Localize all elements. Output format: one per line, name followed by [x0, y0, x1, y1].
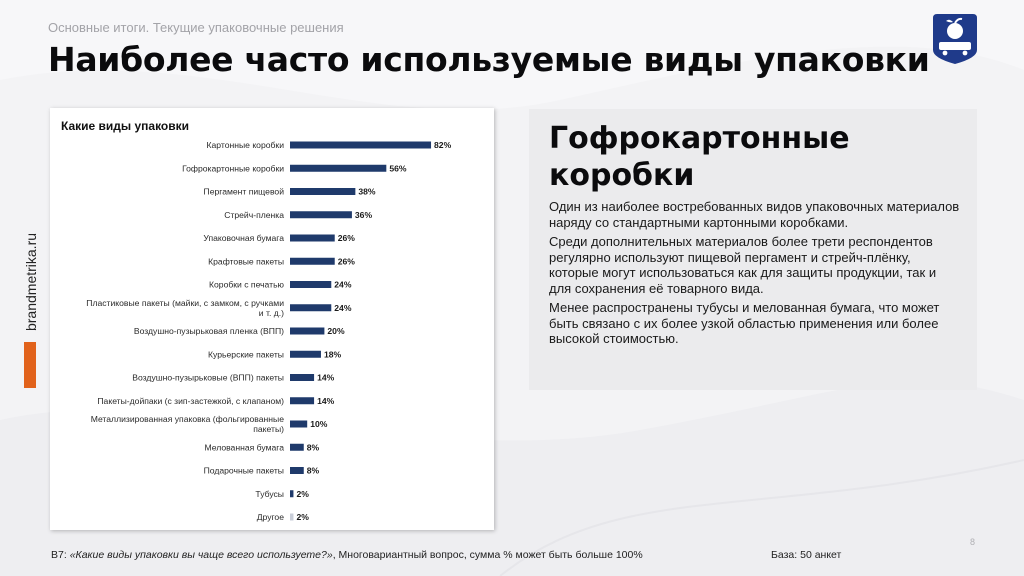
apple-cart-logo-icon — [933, 14, 977, 64]
bar — [290, 443, 304, 451]
category-label: Упаковочная бумага — [203, 233, 284, 243]
category-label: Воздушно-пузырьковые (ВПП) пакеты — [132, 373, 284, 383]
brand-text: brandmetrika.ru — [23, 232, 39, 332]
category-label: Мелованная бумага — [204, 442, 284, 452]
question-footnote: B7: «Какие виды упаковки вы чаще всего и… — [51, 549, 643, 561]
bar — [290, 374, 315, 381]
info-paragraph-3: Менее распространены тубусы и мелованная… — [549, 300, 940, 346]
bar — [290, 327, 325, 335]
bar — [290, 420, 308, 428]
category-label: Гофрокартонные коробки — [182, 163, 284, 173]
bar-value-label: 38% — [358, 187, 376, 197]
bar-chart: Картонные коробки 82% Гофрокартонные короб… — [86, 140, 452, 522]
category-label: Металлизированная упаковка (фольгированн… — [91, 414, 285, 434]
bar-value-label: 8% — [307, 442, 320, 452]
bar-value-label: 8% — [307, 466, 320, 476]
page-title: Наиболее часто используемые виды упаковк… — [48, 40, 930, 79]
bar-value-label: 82% — [434, 140, 452, 150]
chart-card: Какие виды упаковки Картонные коробки 82%… — [50, 108, 494, 530]
bar — [290, 234, 335, 242]
brand-vertical-label: brandmetrika.ru — [22, 222, 40, 342]
bar — [290, 513, 294, 521]
bar-value-label: 18% — [324, 349, 342, 359]
bar — [290, 304, 332, 312]
brand-accent-bar — [24, 342, 36, 388]
category-label: Коробки с печатью — [209, 280, 285, 290]
bar-value-label: 2% — [296, 489, 309, 499]
chart-title: Какие виды упаковки — [61, 119, 190, 133]
bar-value-label: 20% — [327, 326, 345, 336]
question-text: «Какие виды упаковки вы чаще всего испол… — [69, 549, 333, 561]
bar — [290, 188, 356, 195]
category-label: Курьерские пакеты — [208, 349, 284, 359]
bar — [290, 350, 321, 358]
bar-value-label: 14% — [317, 396, 335, 406]
category-label: Пластиковые пакеты (майки, с замком, с р… — [86, 298, 284, 318]
question-suffix: , Многовариантный вопрос, сумма % может … — [332, 549, 643, 561]
bar-value-label: 2% — [296, 512, 309, 522]
bar — [290, 257, 335, 265]
category-label: Стрейч-пленка — [224, 210, 284, 220]
bar-value-label: 14% — [317, 373, 335, 383]
bar-value-label: 26% — [338, 233, 356, 243]
info-title: Гофрокартонные коробки — [549, 121, 850, 193]
category-label: Воздушно-пузырьковая пленка (ВПП) — [134, 326, 284, 336]
section-subtitle: Основные итоги. Текущие упаковочные реше… — [48, 20, 344, 35]
bar — [290, 397, 315, 405]
bar-value-label: 36% — [355, 210, 373, 220]
info-paragraph-2: Среди дополнительных материалов более тр… — [549, 234, 937, 296]
category-label: Подарочные пакеты — [204, 466, 284, 476]
info-body: Один из наиболее востребованных видов уп… — [549, 199, 961, 351]
bar — [290, 467, 304, 474]
bar-value-label: 24% — [334, 303, 352, 313]
bar-value-label: 24% — [334, 280, 352, 290]
category-label: Крафтовые пакеты — [208, 256, 284, 266]
bar — [290, 141, 432, 149]
question-prefix: B7: — [51, 549, 70, 561]
page-number: 8 — [970, 537, 976, 547]
category-label: Пакеты-дойпаки (с зип-застежкой, с клапа… — [97, 396, 284, 406]
bar — [290, 164, 387, 172]
base-note: База: 50 анкет — [771, 549, 842, 561]
category-label: Картонные коробки — [206, 140, 284, 150]
category-label: Другое — [257, 512, 285, 522]
info-paragraph-1: Один из наиболее востребованных видов уп… — [549, 199, 960, 230]
info-card: Гофрокартонные коробки Один из наиболее … — [529, 109, 977, 390]
bar-value-label: 56% — [389, 163, 407, 173]
bar-value-label: 26% — [338, 256, 356, 266]
bar — [290, 211, 352, 219]
category-label: Пергамент пищевой — [204, 187, 285, 197]
bar — [290, 490, 294, 498]
bar-value-label: 10% — [310, 419, 328, 429]
category-label: Тубусы — [255, 489, 284, 499]
bar — [290, 281, 332, 288]
